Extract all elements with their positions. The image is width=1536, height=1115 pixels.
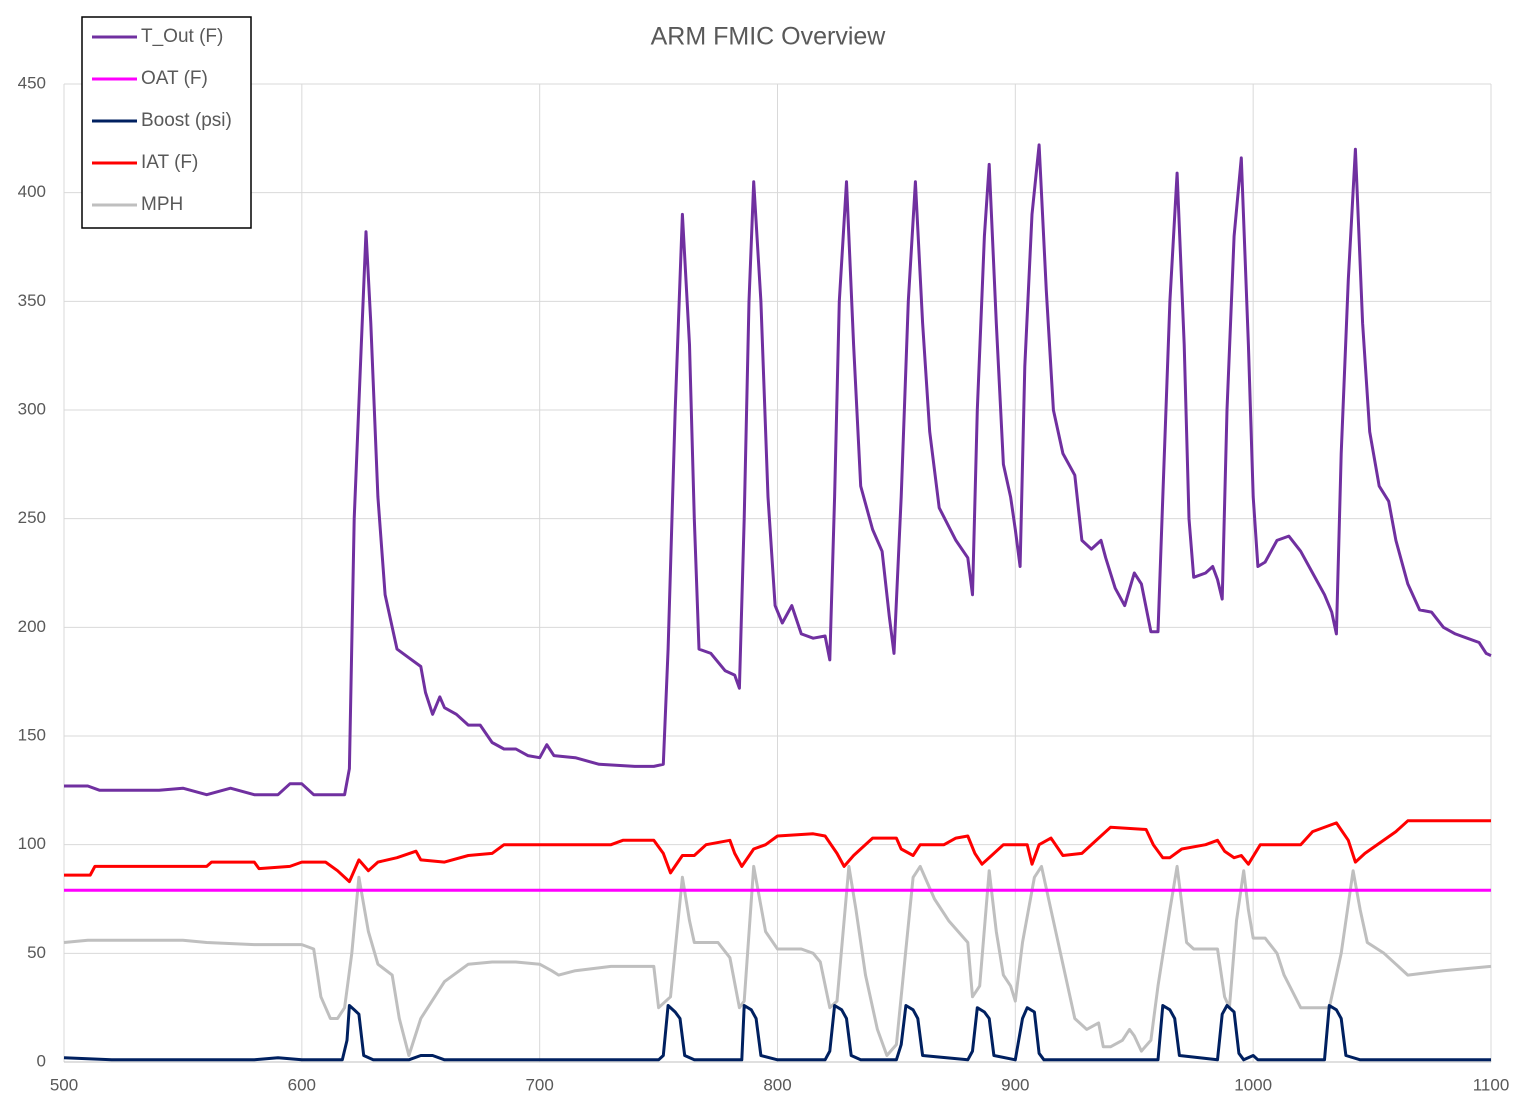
x-tick-label: 1000: [1234, 1075, 1272, 1094]
legend-label: OAT (F): [141, 68, 208, 89]
legend-label: MPH: [141, 194, 183, 215]
legend: T_Out (F) OAT (F) Boost (psi) IAT (F) MPH: [81, 16, 252, 229]
x-tick-label: 700: [525, 1075, 553, 1094]
y-tick-label: 400: [18, 182, 46, 201]
x-tick-label: 600: [288, 1075, 316, 1094]
y-tick-label: 50: [27, 943, 46, 962]
x-tick-label: 1100: [1473, 1075, 1510, 1094]
x-tick-label: 500: [50, 1075, 78, 1094]
y-tick-label: 200: [18, 617, 46, 636]
y-tick-label: 300: [18, 399, 46, 418]
y-tick-label: 250: [18, 508, 46, 527]
chart-title: ARM FMIC Overview: [651, 23, 887, 51]
x-tick-label: 800: [763, 1075, 791, 1094]
legend-label: Boost (psi): [141, 110, 232, 131]
grid: 0 50 100 150 200 250 300 350 400 450 500 600 700 800 9…: [18, 73, 1510, 1094]
x-tick-label: 900: [1001, 1075, 1029, 1094]
y-tick-label: 150: [18, 725, 46, 744]
legend-label: IAT (F): [141, 152, 198, 173]
y-tick-label: 100: [18, 834, 46, 853]
plot-lines: [63, 143, 1492, 1062]
y-tick-label: 0: [37, 1051, 46, 1070]
series-line: [63, 1004, 1491, 1062]
series-line: [64, 143, 1492, 797]
legend-label: T_Out (F): [141, 26, 223, 47]
series-line: [64, 819, 1491, 884]
y-tick-label: 450: [18, 73, 46, 92]
y-tick-label: 350: [18, 291, 46, 310]
